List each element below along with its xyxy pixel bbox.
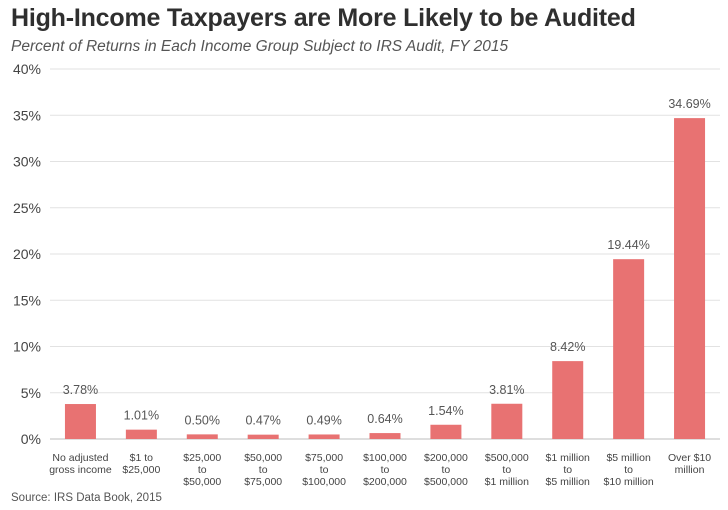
x-category-label: $1 million (546, 452, 591, 464)
bar (369, 433, 401, 439)
bar-value-label: 8.42% (550, 340, 585, 354)
y-tick-label: 10% (13, 339, 41, 355)
y-tick-label: 20% (13, 246, 41, 262)
chart-subtitle: Percent of Returns in Each Income Group … (11, 38, 509, 55)
bar-value-label: 1.54% (428, 404, 463, 418)
x-category-label: to (198, 464, 207, 476)
x-category-label: gross income (49, 464, 112, 476)
x-category-label: $200,000 (424, 452, 468, 464)
x-category-label: to (442, 464, 451, 476)
bar-value-label: 0.64% (367, 412, 402, 426)
bar (430, 424, 462, 439)
x-category-label: to (259, 464, 268, 476)
x-category-label: $1 million (485, 476, 530, 488)
bar (308, 434, 340, 439)
y-tick-label: 25% (13, 200, 41, 216)
x-category-label: $100,000 (363, 452, 407, 464)
x-category-label: to (502, 464, 511, 476)
bar (674, 118, 706, 440)
x-category-label: to (624, 464, 633, 476)
y-tick-label: 35% (13, 107, 41, 123)
value-labels: 3.78% 1.01% 0.50% 0.47% 0.49% 0.64% 1.54% 3.81%… (63, 97, 711, 428)
x-category-label: to (381, 464, 390, 476)
y-tick-label: 15% (13, 292, 41, 308)
bar-value-label: 0.49% (306, 413, 341, 427)
x-category-label: million (675, 464, 705, 476)
x-category-label: $500,000 (424, 476, 468, 488)
bar (125, 429, 157, 439)
bar (64, 404, 96, 439)
x-category-label: $50,000 (244, 452, 282, 464)
x-category-label: $5 million (606, 452, 651, 464)
y-axis-ticks: 0% 5% 10% 15% 20% 25% 30% 35% 40% (13, 61, 41, 447)
x-category-label: $75,000 (244, 476, 282, 488)
bar-value-label: 1.01% (124, 409, 159, 423)
bar (613, 259, 645, 439)
x-category-label: No adjusted (52, 452, 108, 464)
x-category-label: to (320, 464, 329, 476)
bar-value-label: 19.44% (607, 238, 649, 252)
bar (186, 434, 218, 439)
y-tick-label: 5% (21, 385, 41, 401)
y-tick-label: 30% (13, 154, 41, 170)
x-category-label: $50,000 (183, 476, 221, 488)
bars (64, 118, 706, 440)
chart-source: Source: IRS Data Book, 2015 (11, 492, 162, 504)
x-category-label: $200,000 (363, 476, 407, 488)
bar (491, 403, 523, 439)
x-category-label: $25,000 (122, 464, 160, 476)
bar-value-label: 0.47% (245, 414, 280, 428)
bar-value-label: 34.69% (668, 97, 710, 111)
bar-value-label: 3.78% (63, 383, 98, 397)
y-tick-label: 40% (13, 61, 41, 77)
bar (247, 434, 279, 439)
bar-value-label: 3.81% (489, 383, 524, 397)
bar-value-label: 0.50% (185, 413, 220, 427)
x-category-label: to (563, 464, 572, 476)
chart-title: High-Income Taxpayers are More Likely to… (11, 4, 636, 32)
x-category-label: $5 million (546, 476, 591, 488)
bar (552, 361, 584, 439)
x-category-label: $1 to (130, 452, 154, 464)
x-category-label: $100,000 (302, 476, 346, 488)
x-category-label: $500,000 (485, 452, 529, 464)
x-category-label: $25,000 (183, 452, 221, 464)
x-category-label: Over $10 (668, 452, 711, 464)
x-category-label: $75,000 (305, 452, 343, 464)
y-tick-label: 0% (21, 431, 41, 447)
x-category-label: $10 million (604, 476, 654, 488)
